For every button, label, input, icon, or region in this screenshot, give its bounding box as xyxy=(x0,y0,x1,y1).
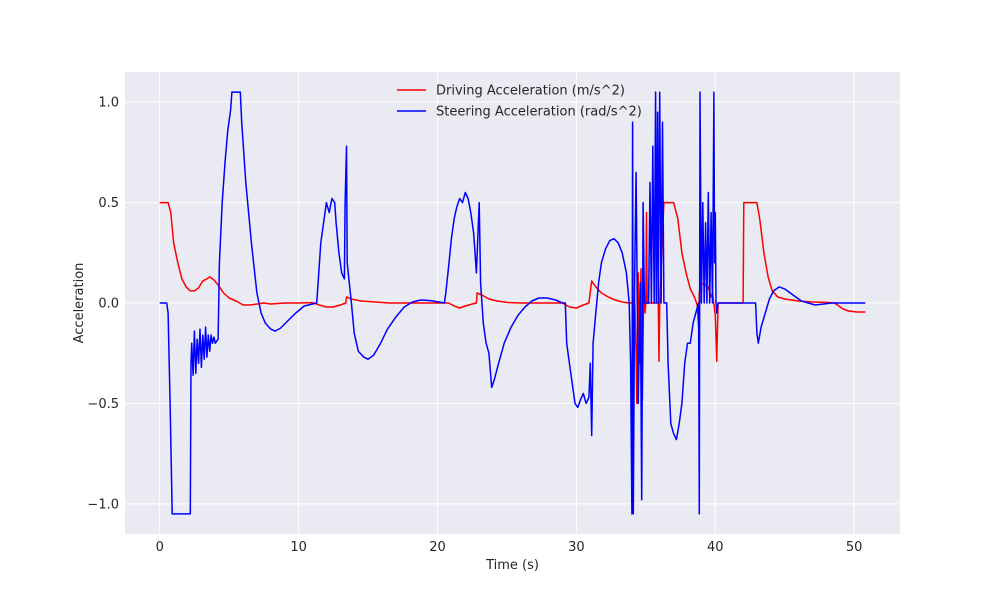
y-tick-labels: −1.0 −0.5 0.0 0.5 1.0 xyxy=(87,96,119,513)
series-line-steering xyxy=(159,91,866,515)
y-tick-label: −0.5 xyxy=(87,397,119,412)
series-layer xyxy=(159,91,866,515)
x-tick-label: 20 xyxy=(429,540,446,555)
x-tick-labels: 0 10 20 30 40 50 xyxy=(156,540,863,555)
y-tick-label: 0.0 xyxy=(98,297,119,312)
y-tick-label: 1.0 xyxy=(98,96,119,111)
y-axis-label: Acceleration xyxy=(72,263,87,344)
x-tick-label: 40 xyxy=(707,540,724,555)
x-tick-label: 50 xyxy=(846,540,863,555)
y-gridlines xyxy=(125,101,900,505)
legend: Driving Acceleration (m/s^2) Steering Ac… xyxy=(397,84,642,120)
x-axis-label: Time (s) xyxy=(485,558,539,573)
x-tick-label: 0 xyxy=(156,540,164,555)
x-tick-label: 10 xyxy=(290,540,307,555)
legend-label-driving: Driving Acceleration (m/s^2) xyxy=(436,84,625,99)
x-tick-label: 30 xyxy=(568,540,585,555)
series-line-driving xyxy=(159,201,866,405)
y-tick-label: 0.5 xyxy=(98,196,119,211)
legend-label-steering: Steering Acceleration (rad/s^2) xyxy=(436,105,642,120)
y-tick-label: −1.0 xyxy=(87,497,119,512)
